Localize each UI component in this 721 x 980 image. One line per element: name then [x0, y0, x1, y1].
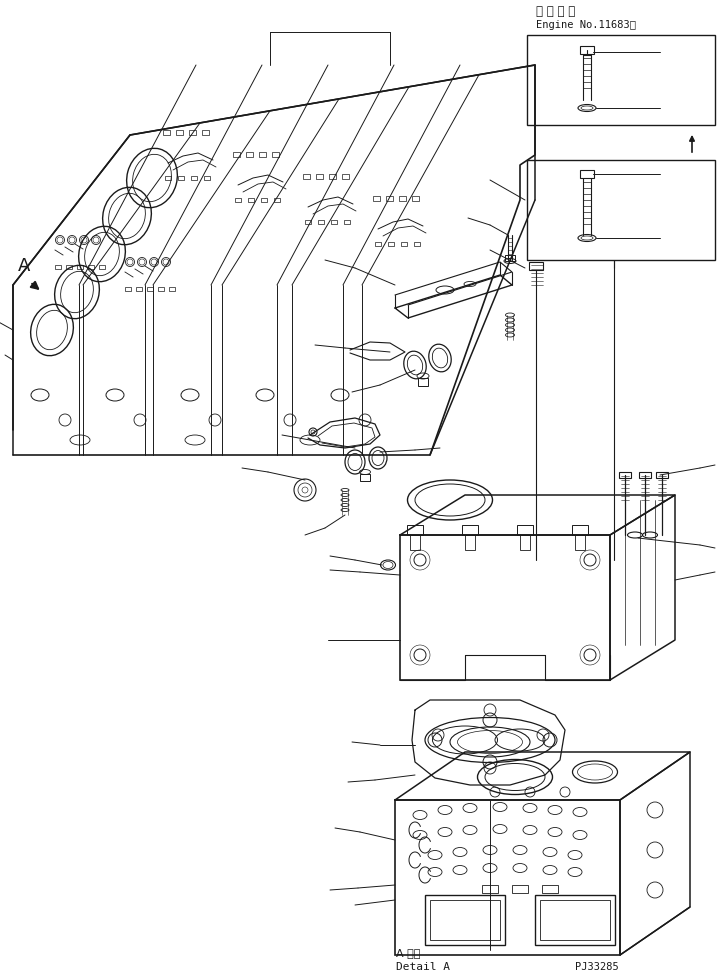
Bar	[344, 220, 350, 224]
Bar	[125, 287, 131, 291]
Bar	[580, 170, 594, 178]
Bar	[329, 174, 336, 179]
Bar	[639, 472, 651, 478]
Bar	[527, 160, 715, 260]
Bar	[303, 174, 310, 179]
Bar	[580, 46, 594, 54]
Bar	[410, 535, 420, 550]
Bar	[178, 176, 184, 180]
Bar	[55, 265, 61, 269]
Bar	[191, 176, 197, 180]
Bar	[462, 525, 478, 535]
Bar	[305, 220, 311, 224]
Bar	[430, 900, 500, 940]
Text: Detail A: Detail A	[396, 962, 450, 972]
Text: 適 用 号 機: 適 用 号 機	[536, 6, 575, 19]
Bar	[99, 265, 105, 269]
Bar	[572, 525, 588, 535]
Bar	[575, 535, 585, 550]
Bar	[235, 198, 241, 202]
Bar	[272, 152, 279, 157]
Bar	[535, 895, 615, 945]
Bar	[386, 196, 393, 201]
Bar	[529, 262, 543, 270]
Bar	[517, 525, 533, 535]
Bar	[407, 525, 423, 535]
Bar	[401, 242, 407, 246]
Bar	[77, 265, 83, 269]
Bar	[204, 176, 210, 180]
Bar	[88, 265, 94, 269]
Bar	[400, 535, 610, 680]
Bar	[318, 220, 324, 224]
Bar	[165, 176, 171, 180]
Bar	[425, 895, 505, 945]
Bar	[158, 287, 164, 291]
Bar	[418, 378, 428, 386]
Bar	[360, 474, 370, 481]
Bar	[399, 196, 406, 201]
Bar	[520, 535, 530, 550]
Bar	[375, 242, 381, 246]
Bar	[66, 265, 72, 269]
Bar	[331, 220, 337, 224]
Text: Engine No.11683～: Engine No.11683～	[536, 20, 636, 30]
Bar	[189, 130, 196, 135]
Bar	[619, 472, 631, 478]
Text: A 詳細: A 詳細	[396, 948, 420, 958]
Bar	[136, 287, 142, 291]
Bar	[540, 900, 610, 940]
Bar	[274, 198, 280, 202]
Bar	[465, 535, 475, 550]
Bar	[233, 152, 240, 157]
Bar	[656, 472, 668, 478]
Bar	[542, 885, 558, 893]
Bar	[259, 152, 266, 157]
Bar	[373, 196, 380, 201]
Bar	[414, 242, 420, 246]
Bar	[482, 885, 498, 893]
Bar	[169, 287, 175, 291]
Bar	[261, 198, 267, 202]
Text: A: A	[18, 257, 30, 275]
Bar	[505, 255, 515, 261]
Bar	[527, 35, 715, 125]
Text: PJ33285: PJ33285	[575, 962, 619, 972]
Bar	[176, 130, 183, 135]
Bar	[316, 174, 323, 179]
Bar	[163, 130, 170, 135]
Bar	[512, 885, 528, 893]
Bar	[342, 174, 349, 179]
Bar	[147, 287, 153, 291]
Bar	[395, 800, 620, 955]
Bar	[246, 152, 253, 157]
Bar	[202, 130, 209, 135]
Bar	[248, 198, 254, 202]
Bar	[388, 242, 394, 246]
Bar	[412, 196, 419, 201]
